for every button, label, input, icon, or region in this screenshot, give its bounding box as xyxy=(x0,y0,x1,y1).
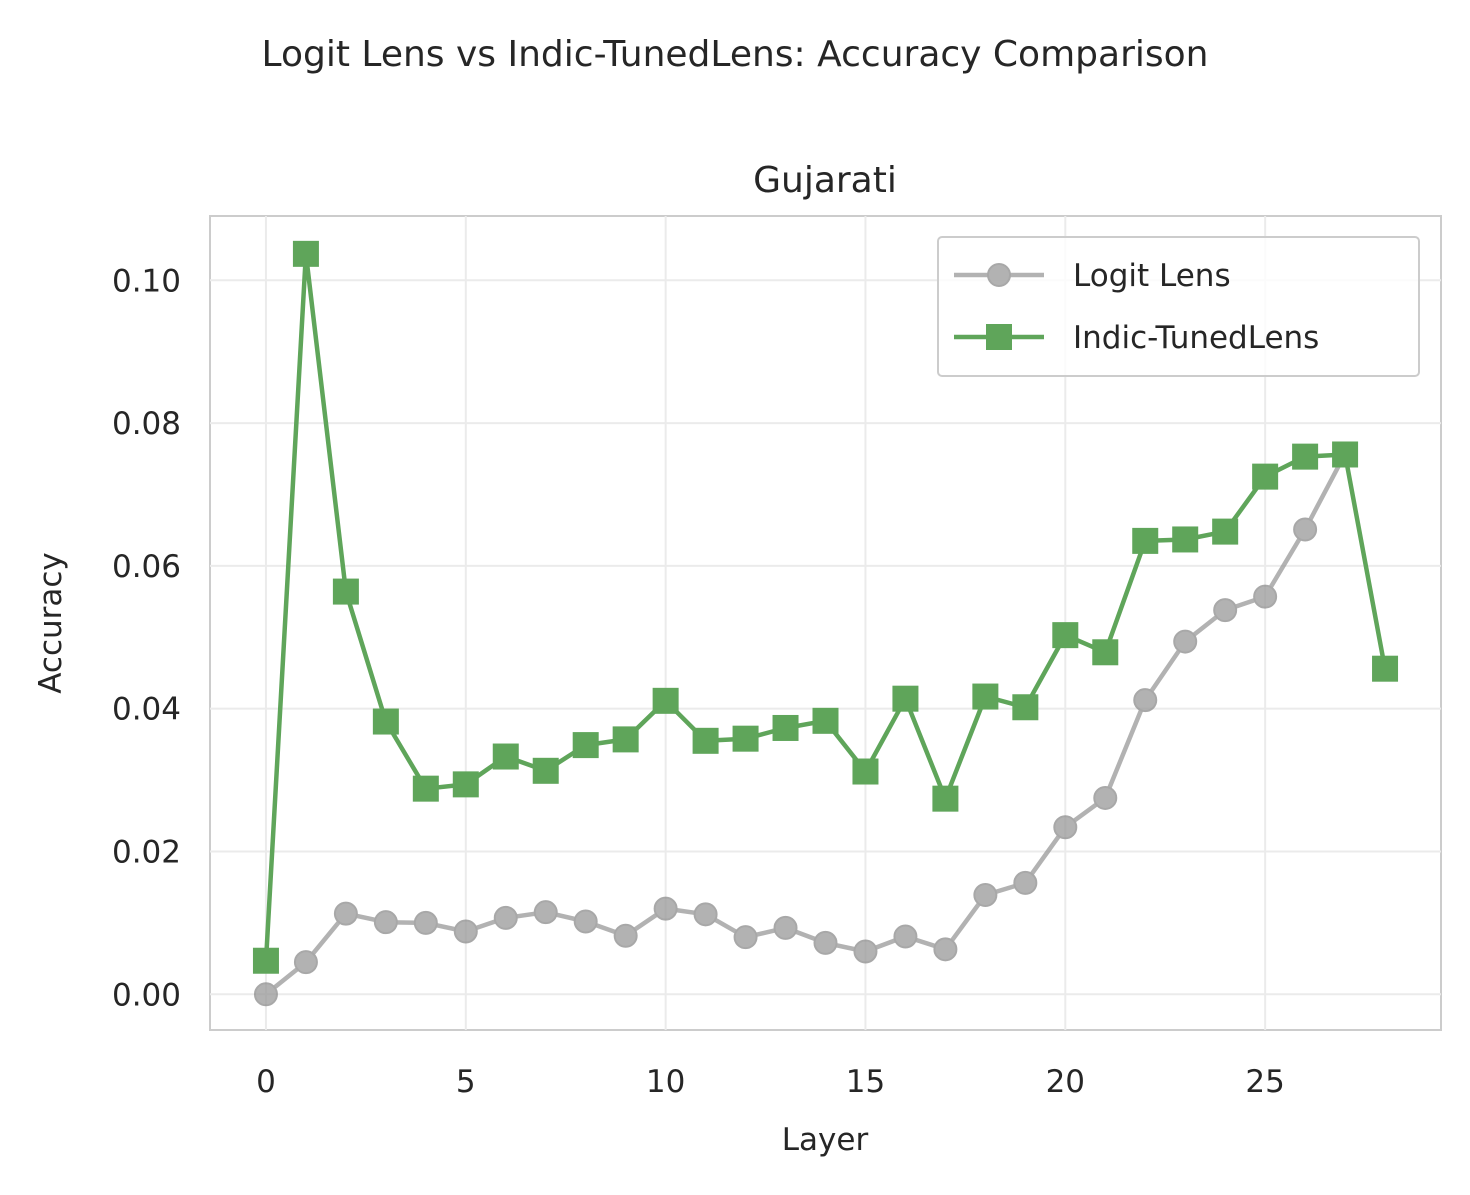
data-point xyxy=(1372,655,1399,682)
data-point xyxy=(1172,526,1199,553)
series-layer xyxy=(252,240,1399,1007)
data-point xyxy=(772,714,799,741)
x-tick-label: 10 xyxy=(646,1064,685,1100)
y-tick-label: 0.08 xyxy=(112,406,181,442)
data-point xyxy=(812,707,839,734)
legend-frame xyxy=(937,236,1420,377)
y-tick-label: 0.00 xyxy=(112,977,181,1013)
legend-label: Indic-TunedLens xyxy=(1073,320,1319,356)
legend-item xyxy=(954,324,1044,350)
legend: Logit Lens Indic-TunedLens xyxy=(937,236,1420,377)
series-indic-tunedlens xyxy=(252,240,1399,974)
data-point xyxy=(693,902,718,927)
data-point xyxy=(852,758,879,785)
chart-title: Gujarati xyxy=(753,160,897,201)
y-axis-ticks: 0.00 0.02 0.04 0.06 0.08 0.10 xyxy=(112,263,181,1013)
data-point xyxy=(853,939,878,964)
data-point xyxy=(333,901,358,926)
data-point xyxy=(933,937,958,962)
data-point xyxy=(293,950,318,975)
legend-marker xyxy=(987,263,1011,287)
data-point xyxy=(532,757,559,784)
data-point xyxy=(1253,584,1278,609)
y-tick-label: 0.02 xyxy=(112,834,181,870)
data-point xyxy=(1132,527,1159,554)
data-point xyxy=(972,683,999,710)
data-point xyxy=(692,727,719,754)
data-point xyxy=(372,708,399,735)
y-tick-label: 0.06 xyxy=(112,549,181,585)
legend-label: Logit Lens xyxy=(1073,258,1231,294)
data-point xyxy=(452,771,479,798)
data-point xyxy=(813,930,838,955)
data-point xyxy=(493,905,518,930)
y-tick-label: 0.04 xyxy=(112,692,181,728)
data-point xyxy=(1173,629,1198,654)
x-tick-label: 20 xyxy=(1046,1064,1085,1100)
data-point xyxy=(932,785,959,812)
data-point xyxy=(973,883,998,908)
data-point xyxy=(1213,598,1238,623)
x-tick-label: 0 xyxy=(256,1064,276,1100)
legend-marker xyxy=(986,324,1012,350)
data-point xyxy=(613,923,638,948)
y-axis-label: Accuracy xyxy=(33,552,69,694)
data-point xyxy=(413,910,438,935)
data-point xyxy=(533,900,558,925)
data-point xyxy=(1133,688,1158,713)
data-point xyxy=(733,925,758,950)
data-point xyxy=(572,732,599,759)
series-line xyxy=(264,452,1348,997)
data-point xyxy=(1212,518,1239,545)
data-point xyxy=(252,947,279,974)
data-point xyxy=(1332,441,1359,468)
data-point xyxy=(892,685,919,712)
data-point xyxy=(652,687,679,714)
data-point xyxy=(773,915,798,940)
data-point xyxy=(1252,463,1279,490)
data-point xyxy=(653,896,678,921)
data-point xyxy=(612,726,639,753)
data-point xyxy=(292,240,319,267)
x-tick-label: 5 xyxy=(456,1064,476,1100)
series-logit-lens xyxy=(253,441,1358,1007)
figure-suptitle: Logit Lens vs Indic-TunedLens: Accuracy … xyxy=(262,34,1209,75)
data-point xyxy=(893,924,918,949)
data-point xyxy=(1052,622,1079,649)
data-point xyxy=(732,725,759,752)
data-point xyxy=(453,919,478,944)
data-point xyxy=(373,910,398,935)
data-point xyxy=(1092,639,1119,666)
data-point xyxy=(1053,815,1078,840)
x-tick-label: 15 xyxy=(846,1064,885,1100)
data-point xyxy=(573,909,598,934)
data-point xyxy=(1292,443,1319,470)
x-axis-ticks: 0 5 10 15 20 25 xyxy=(256,1064,1285,1100)
data-point xyxy=(1293,517,1318,542)
data-point xyxy=(253,982,278,1007)
data-point xyxy=(1093,785,1118,810)
x-tick-label: 25 xyxy=(1245,1064,1284,1100)
data-point xyxy=(1013,870,1038,895)
data-point xyxy=(1012,694,1039,721)
data-point xyxy=(492,743,519,770)
legend-item xyxy=(954,263,1044,287)
data-point xyxy=(412,775,439,802)
x-axis-label: Layer xyxy=(782,1122,869,1158)
y-tick-label: 0.10 xyxy=(112,263,181,299)
data-point xyxy=(332,578,359,605)
